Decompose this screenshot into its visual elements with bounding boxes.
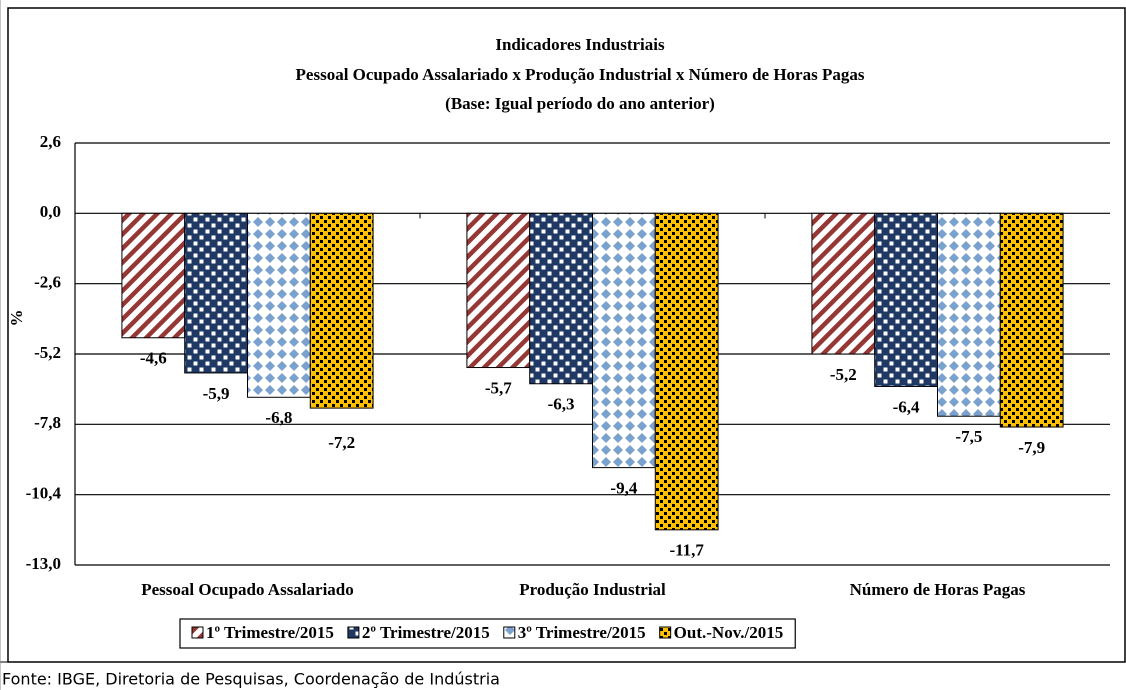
value-label: -4,6: [140, 349, 167, 368]
chart-subtitle: Pessoal Ocupado Assalariado x Produção I…: [296, 65, 865, 84]
source-note: Fonte: IBGE, Diretoria de Pesquisas, Coo…: [2, 670, 500, 689]
bar: [811, 212, 876, 355]
chart-title: Indicadores Industriais: [495, 35, 665, 54]
value-label: -6,8: [265, 408, 292, 427]
bar: [247, 212, 311, 398]
x-tick-label: Pessoal Ocupado Assalariado: [141, 580, 354, 599]
legend-label: 3º Trimestre/2015: [518, 623, 646, 642]
bar: [184, 212, 249, 374]
y-tick-label: 0,0: [40, 202, 61, 221]
value-label: -11,7: [669, 541, 704, 560]
bar: [466, 212, 531, 369]
legend-box: [179, 618, 796, 649]
value-label: -5,2: [830, 365, 857, 384]
bar: [309, 212, 374, 409]
legend-swatch: [503, 626, 516, 639]
y-tick-label: -13,0: [26, 554, 61, 573]
legend-label: Out.-Nov./2015: [674, 623, 784, 642]
bar: [999, 212, 1064, 428]
value-label: -5,7: [485, 378, 512, 397]
legend-swatch: [659, 626, 672, 639]
y-tick-label: -7,8: [34, 413, 61, 432]
bar: [592, 212, 656, 469]
value-label: -5,9: [203, 384, 230, 403]
y-tick-label: -2,6: [34, 273, 61, 292]
value-label: -7,5: [955, 427, 982, 446]
value-label: -7,9: [1018, 438, 1045, 457]
legend-swatch: [191, 626, 204, 639]
bar: [121, 212, 186, 339]
y-tick-label: -10,4: [26, 484, 62, 503]
value-label: -9,4: [610, 479, 637, 498]
chart-subtitle: (Base: Igual período do ano anterior): [445, 94, 715, 113]
value-label: -6,3: [548, 395, 575, 414]
legend-label: 2º Trimestre/2015: [362, 623, 490, 642]
bar: [874, 212, 939, 387]
bar: [937, 212, 1001, 417]
value-label: -7,2: [328, 433, 355, 452]
x-tick-label: Número de Horas Pagas: [850, 580, 1026, 599]
legend-swatch: [347, 626, 360, 639]
bar: [529, 212, 594, 385]
legend-label: 1º Trimestre/2015: [206, 623, 334, 642]
y-tick-label: 2,6: [40, 132, 61, 151]
x-tick-label: Produção Industrial: [519, 580, 666, 599]
y-tick-label: -5,2: [34, 343, 61, 362]
y-axis-label: %: [7, 310, 26, 327]
value-label: -6,4: [893, 397, 920, 416]
bar: [654, 212, 719, 531]
